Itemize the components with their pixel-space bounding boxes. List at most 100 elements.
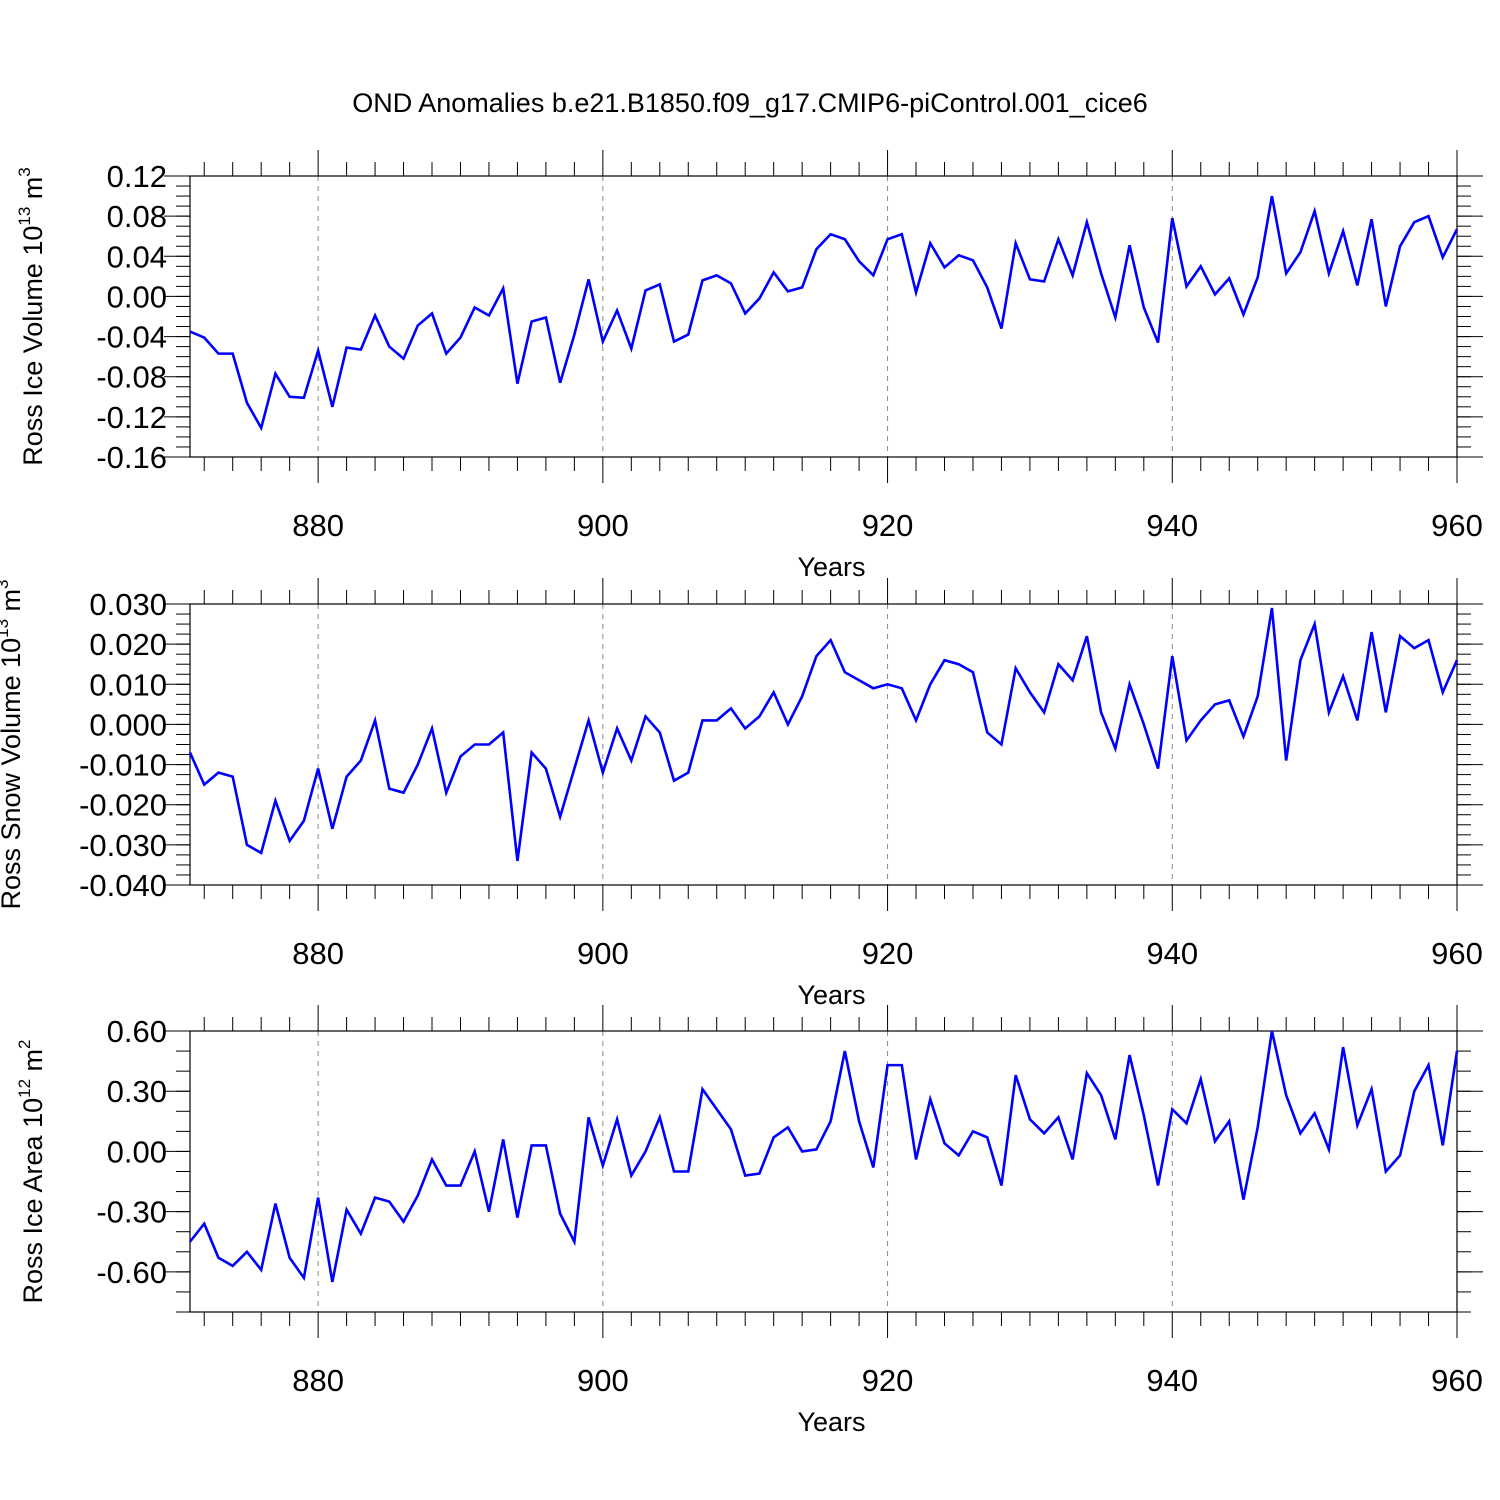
data-point xyxy=(1014,242,1016,244)
data-point xyxy=(1171,1108,1173,1110)
data-point xyxy=(545,1144,547,1146)
data-point xyxy=(716,719,718,721)
data-point xyxy=(1043,280,1045,282)
data-point xyxy=(616,727,618,729)
data-point xyxy=(1328,1148,1330,1150)
data-point xyxy=(417,324,419,326)
data-point xyxy=(1000,327,1002,329)
data-point xyxy=(545,767,547,769)
data-point xyxy=(602,340,604,342)
data-point xyxy=(858,679,860,681)
data-point xyxy=(829,1120,831,1122)
data-point xyxy=(1313,210,1315,212)
data-point xyxy=(886,1064,888,1066)
data-point xyxy=(1285,759,1287,761)
data-point xyxy=(1427,1064,1429,1066)
y-tick-label: -0.30 xyxy=(96,1195,167,1230)
data-point xyxy=(445,352,447,354)
data-point xyxy=(1427,639,1429,641)
data-point xyxy=(331,1281,333,1283)
data-point xyxy=(1143,723,1145,725)
data-point xyxy=(901,233,903,235)
data-point xyxy=(958,254,960,256)
x-tick-label: 960 xyxy=(1431,1363,1483,1398)
data-point xyxy=(1271,1030,1273,1032)
x-tick-label: 920 xyxy=(862,508,914,543)
data-point xyxy=(203,783,205,785)
data-point xyxy=(1029,691,1031,693)
data-point xyxy=(345,775,347,777)
y-tick-label: -0.08 xyxy=(96,360,167,395)
data-point xyxy=(1143,306,1145,308)
data-point xyxy=(858,260,860,262)
data-point xyxy=(602,1164,604,1166)
data-point xyxy=(459,336,461,338)
data-point xyxy=(644,289,646,291)
data-point xyxy=(1356,284,1358,286)
data-point xyxy=(530,1144,532,1146)
data-point xyxy=(886,683,888,685)
data-point xyxy=(573,1241,575,1243)
data-point xyxy=(1014,1074,1016,1076)
data-point xyxy=(388,345,390,347)
data-point xyxy=(345,1208,347,1210)
data-point xyxy=(744,727,746,729)
data-point xyxy=(246,844,248,846)
data-point xyxy=(787,723,789,725)
data-point xyxy=(929,1098,931,1100)
data-point xyxy=(1114,1138,1116,1140)
data-point xyxy=(972,259,974,261)
data-point xyxy=(402,1220,404,1222)
data-point xyxy=(431,1158,433,1160)
data-point xyxy=(388,1200,390,1202)
data-point xyxy=(488,1210,490,1212)
data-point xyxy=(943,659,945,661)
data-point xyxy=(630,347,632,349)
data-point xyxy=(445,791,447,793)
data-point xyxy=(972,1130,974,1132)
data-point xyxy=(1185,285,1187,287)
data-point xyxy=(1057,1116,1059,1118)
x-tick-label: 920 xyxy=(862,936,914,971)
data-point xyxy=(1200,719,1202,721)
data-point xyxy=(360,1233,362,1235)
data-point xyxy=(1399,635,1401,637)
data-point xyxy=(972,671,974,673)
data-point xyxy=(502,287,504,289)
data-point xyxy=(730,707,732,709)
data-point xyxy=(1313,623,1315,625)
data-point xyxy=(986,731,988,733)
data-point xyxy=(189,751,191,753)
data-point xyxy=(943,1142,945,1144)
data-point xyxy=(1114,747,1116,749)
data-point xyxy=(1342,1046,1344,1048)
data-point xyxy=(1114,316,1116,318)
y-axis-label: Ross Ice Area 1012 m2 xyxy=(15,1039,48,1303)
data-point xyxy=(545,316,547,318)
data-point xyxy=(644,1150,646,1152)
data-point xyxy=(502,1138,504,1140)
y-tick-label: 0.00 xyxy=(107,279,167,314)
data-point xyxy=(844,1050,846,1052)
data-point xyxy=(431,727,433,729)
panel-3: 880 900 920 940 960 -0.60 -0.30 0.00 0.30 0.60 Yea… xyxy=(15,1005,1483,1437)
data-point xyxy=(901,1064,903,1066)
data-point xyxy=(986,286,988,288)
data-point xyxy=(701,1088,703,1090)
data-series-line xyxy=(188,1030,1459,1283)
data-point xyxy=(673,1170,675,1172)
data-point xyxy=(758,1172,760,1174)
data-point xyxy=(1456,659,1458,661)
data-point xyxy=(1071,274,1073,276)
data-point xyxy=(1171,217,1173,219)
data-point xyxy=(801,286,803,288)
data-point xyxy=(374,719,376,721)
data-point xyxy=(303,397,305,399)
data-point xyxy=(474,1150,476,1152)
x-tick-label: 940 xyxy=(1146,508,1198,543)
data-point xyxy=(1427,215,1429,217)
data-point xyxy=(1370,631,1372,633)
data-point xyxy=(1043,711,1045,713)
x-tick-label: 900 xyxy=(577,936,629,971)
data-point xyxy=(189,330,191,332)
